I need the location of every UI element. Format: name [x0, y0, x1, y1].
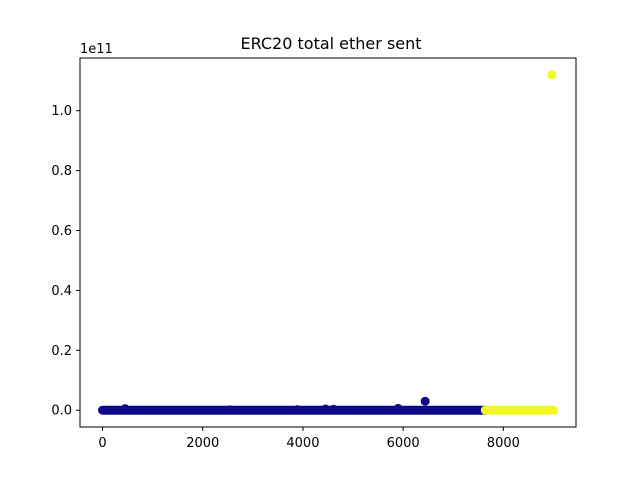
data-points-layer [120, 70, 557, 415]
plot-area-frame [79, 57, 577, 428]
scatter-point-7 [547, 70, 557, 80]
scatter-point-3 [320, 404, 330, 414]
x-tick-label: 0 [98, 436, 106, 451]
scatter-point-1 [225, 405, 235, 415]
scatter-point-6 [420, 396, 430, 406]
x-tick-label: 2000 [186, 436, 219, 451]
y-axis-ticks: 0.0 0.2 0.4 0.6 0.8 1.0 [51, 104, 80, 419]
y-tick-label: 0.4 [51, 284, 72, 299]
scatter-point-2 [292, 405, 302, 415]
chart-title: ERC20 total ether sent [240, 34, 421, 53]
y-tick-label: 0.2 [51, 344, 72, 359]
scatter-point-5 [393, 403, 403, 413]
y-tick-label: 1.0 [51, 104, 72, 119]
scatter-point-0 [120, 404, 130, 414]
x-axis-ticks: 0 2000 4000 6000 8000 [98, 427, 520, 451]
y-axis-offset-label: 1e11 [80, 42, 113, 57]
x-tick-label: 4000 [286, 436, 319, 451]
x-tick-label: 8000 [487, 436, 520, 451]
y-tick-label: 0.0 [51, 404, 72, 419]
scatter-point-4 [329, 404, 339, 414]
x-tick-label: 6000 [387, 436, 420, 451]
y-tick-label: 0.8 [51, 164, 72, 179]
y-tick-label: 0.6 [51, 224, 72, 239]
